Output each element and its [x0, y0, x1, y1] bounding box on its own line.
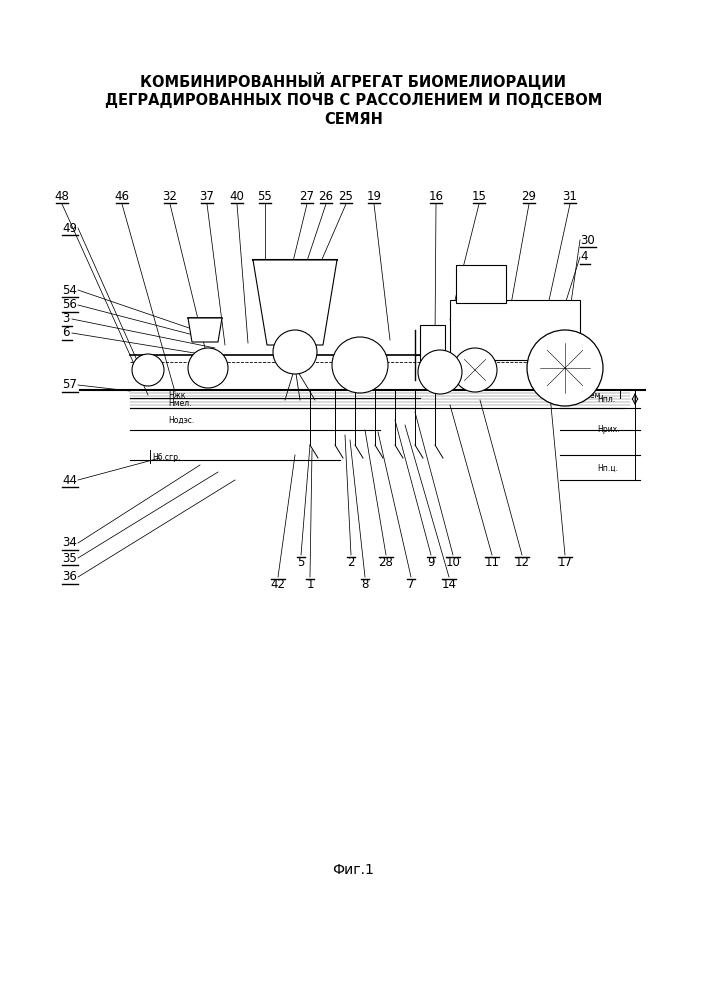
Text: 14: 14 [441, 578, 457, 591]
Text: 2: 2 [347, 556, 355, 570]
Text: 54: 54 [62, 284, 77, 296]
Polygon shape [253, 260, 337, 345]
Text: 10: 10 [445, 556, 460, 570]
Text: Нп.ц.: Нп.ц. [597, 464, 618, 473]
Text: 34: 34 [62, 536, 77, 550]
Text: Нсем.: Нсем. [580, 390, 603, 399]
Circle shape [418, 350, 462, 394]
Text: 42: 42 [271, 578, 286, 591]
Text: 30: 30 [580, 233, 595, 246]
Text: 7: 7 [407, 578, 415, 591]
Circle shape [273, 330, 317, 374]
Text: Фиг.1: Фиг.1 [332, 863, 375, 877]
Text: 48: 48 [54, 190, 69, 202]
Text: Нодэс.: Нодэс. [168, 416, 194, 424]
Text: 4: 4 [580, 250, 588, 263]
Text: 9: 9 [427, 556, 435, 570]
Text: 28: 28 [378, 556, 393, 570]
Text: 40: 40 [230, 190, 245, 202]
Text: 19: 19 [366, 190, 382, 202]
Text: 17: 17 [558, 556, 573, 570]
Text: 32: 32 [163, 190, 177, 202]
Text: 57: 57 [62, 378, 77, 391]
Text: Нпл.: Нпл. [597, 395, 615, 404]
Text: 49: 49 [62, 222, 77, 234]
Text: 55: 55 [257, 190, 272, 202]
Bar [420, 325, 445, 365]
Text: 5: 5 [298, 556, 305, 570]
Text: Нрих.: Нрих. [597, 426, 619, 434]
Text: 3: 3 [62, 312, 69, 326]
Text: Нмел.: Нмел. [168, 399, 192, 408]
Text: 1: 1 [306, 578, 314, 591]
Text: 46: 46 [115, 190, 129, 202]
Bar [450, 300, 580, 360]
Text: 35: 35 [62, 552, 77, 564]
Text: 27: 27 [300, 190, 315, 202]
Text: Нб.сгр.: Нб.сгр. [152, 452, 180, 462]
Circle shape [188, 348, 228, 388]
Circle shape [332, 337, 388, 393]
Text: 31: 31 [563, 190, 578, 202]
Text: 36: 36 [62, 570, 77, 584]
Circle shape [453, 348, 497, 392]
Text: 16: 16 [428, 190, 443, 202]
Text: 29: 29 [522, 190, 537, 202]
Text: 44: 44 [62, 474, 77, 487]
Text: 56: 56 [62, 298, 77, 312]
Text: 11: 11 [484, 556, 500, 570]
Text: 25: 25 [339, 190, 354, 202]
Text: 26: 26 [318, 190, 334, 202]
Text: СЕМЯН: СЕМЯН [324, 112, 383, 127]
Circle shape [527, 330, 603, 406]
Text: Нжк: Нжк [168, 390, 185, 399]
Text: ДЕГРАДИРОВАННЫХ ПОЧВ С РАССОЛЕНИЕМ И ПОДСЕВОМ: ДЕГРАДИРОВАННЫХ ПОЧВ С РАССОЛЕНИЕМ И ПОД… [105, 93, 602, 107]
Text: 37: 37 [199, 190, 214, 202]
Text: 6: 6 [62, 326, 69, 340]
Text: 15: 15 [472, 190, 486, 202]
Text: 12: 12 [515, 556, 530, 570]
Bar [456, 265, 506, 303]
Text: 8: 8 [361, 578, 368, 591]
Polygon shape [188, 318, 222, 342]
Circle shape [132, 354, 164, 386]
Text: КОМБИНИРОВАННЫЙ АГРЕГАТ БИОМЕЛИОРАЦИИ: КОМБИНИРОВАННЫЙ АГРЕГАТ БИОМЕЛИОРАЦИИ [141, 71, 566, 89]
